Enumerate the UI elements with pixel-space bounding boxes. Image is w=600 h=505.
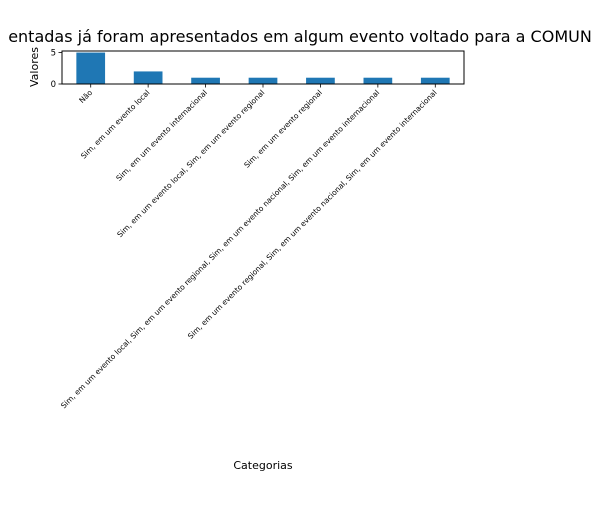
bar-1	[76, 52, 106, 84]
x-tick-label-1: Não	[77, 88, 94, 105]
y-axis-label: Valores	[28, 47, 41, 87]
x-axis-label: Categorias	[233, 459, 293, 472]
bars-layer	[76, 52, 450, 84]
bar-2	[133, 71, 163, 84]
x-tick-label-3: Sim, em um evento internacional	[114, 88, 209, 183]
bar-5	[306, 77, 335, 84]
bar-6	[363, 77, 393, 84]
chart-title: entadas já foram apresentados em algum e…	[8, 27, 592, 46]
plot-frame	[61, 50, 465, 85]
bar-4	[248, 77, 278, 84]
y-tick-label-5: 5	[51, 49, 56, 59]
y-axis: 05	[51, 49, 62, 90]
bar-7	[420, 77, 450, 84]
bar-3	[191, 77, 220, 84]
y-tick-label-0: 0	[51, 80, 56, 90]
